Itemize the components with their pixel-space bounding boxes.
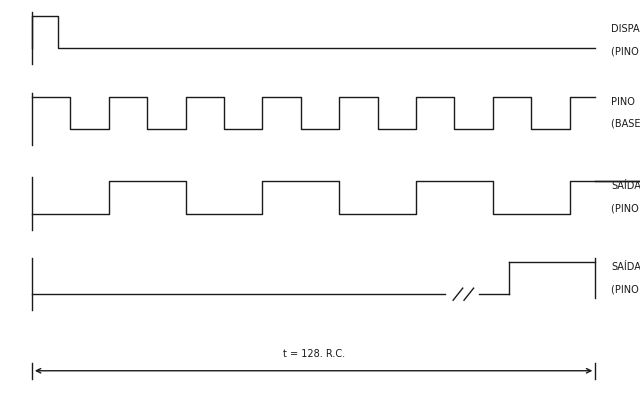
Text: SAÍDA: SAÍDA <box>611 262 640 272</box>
Text: PINO  8: PINO 8 <box>611 97 640 107</box>
Text: (PINO  3): (PINO 3) <box>611 284 640 294</box>
Text: SAÍDA: SAÍDA <box>611 181 640 191</box>
Text: DISPARO: DISPARO <box>611 24 640 34</box>
Text: (PINO  2): (PINO 2) <box>611 204 640 214</box>
Text: (PINO  6): (PINO 6) <box>611 46 640 56</box>
Text: (BASE DE TEMPO): (BASE DE TEMPO) <box>611 119 640 129</box>
Text: t = 128. R.C.: t = 128. R.C. <box>282 349 345 359</box>
